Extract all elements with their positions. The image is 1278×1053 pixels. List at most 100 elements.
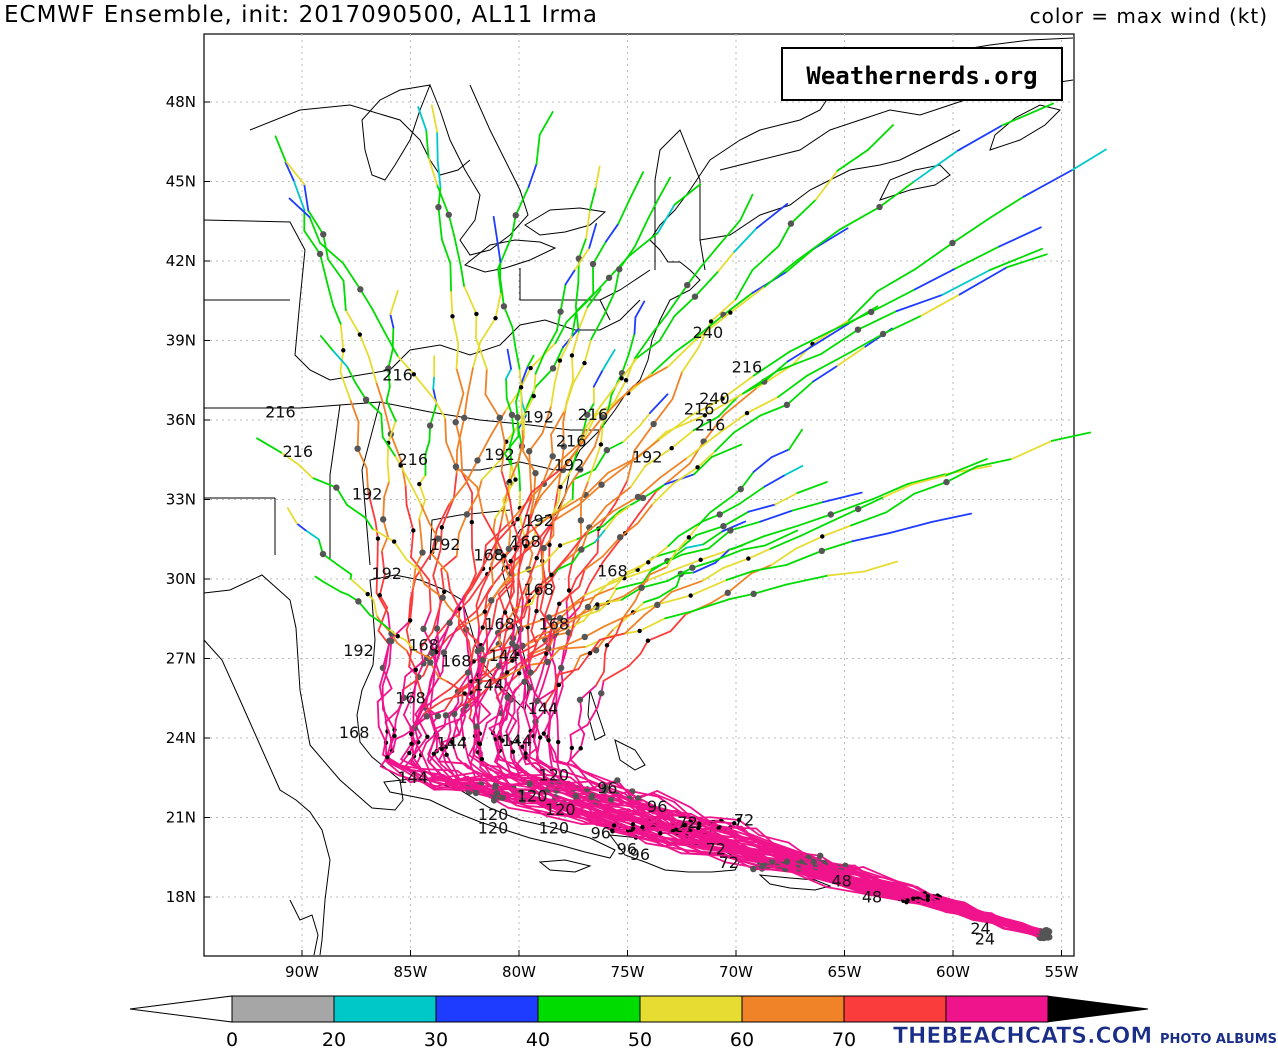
track-segment xyxy=(496,618,522,636)
track-point xyxy=(479,756,485,762)
track-segment xyxy=(632,601,645,614)
track-segment xyxy=(827,570,865,577)
track-segment xyxy=(986,913,1023,924)
track-segment xyxy=(430,104,439,133)
track-segment xyxy=(998,226,1042,248)
track-segment xyxy=(721,374,755,400)
track-segment xyxy=(455,532,460,558)
track-segment xyxy=(689,397,724,418)
track-segment xyxy=(496,239,502,263)
track-point xyxy=(619,376,624,381)
track-point xyxy=(409,731,414,737)
track-segment xyxy=(517,644,537,655)
track-segment xyxy=(936,908,973,913)
track-segment xyxy=(480,625,493,650)
track-segment xyxy=(379,765,400,777)
track-segment xyxy=(696,450,716,469)
track-segment xyxy=(747,503,777,513)
track-point xyxy=(737,485,744,493)
track-segment xyxy=(364,516,374,530)
track-segment xyxy=(759,509,794,523)
track-segment xyxy=(376,537,379,571)
track-segment xyxy=(614,782,640,800)
color-legend-caption: color = max wind (kt) xyxy=(1029,4,1268,28)
track-segment xyxy=(393,540,408,561)
track-point xyxy=(630,822,636,827)
track-segment xyxy=(505,367,512,380)
track-segment xyxy=(426,670,444,698)
track-segment xyxy=(685,849,726,855)
track-point xyxy=(630,826,636,831)
track-segment xyxy=(404,484,408,506)
track-segment xyxy=(514,343,521,370)
track-segment xyxy=(451,741,459,760)
track-segment xyxy=(448,716,452,732)
track-segment xyxy=(375,614,381,622)
track-segment xyxy=(504,391,520,412)
track-segment xyxy=(488,718,508,730)
track-point xyxy=(521,678,528,685)
track-segment xyxy=(387,348,394,370)
track-segment xyxy=(468,573,489,601)
track-segment xyxy=(563,382,575,413)
track-segment xyxy=(687,524,700,539)
track-segment xyxy=(812,860,851,875)
track-segment xyxy=(620,586,643,601)
track-segment xyxy=(377,606,389,632)
track-segment xyxy=(941,269,991,296)
track-segment xyxy=(914,242,954,271)
track-segment xyxy=(311,476,338,489)
track-segment xyxy=(752,456,773,473)
track-segment xyxy=(538,111,554,136)
track-segment xyxy=(632,827,668,845)
track-segment xyxy=(644,447,673,467)
track-segment xyxy=(1001,102,1054,127)
track-segment xyxy=(580,480,590,501)
track-segment xyxy=(389,313,395,329)
track-segment xyxy=(496,792,534,800)
track-segment xyxy=(521,650,548,663)
track-segment xyxy=(417,106,428,131)
track-segment xyxy=(388,640,393,666)
track-segment xyxy=(574,795,600,804)
track-segment xyxy=(652,312,669,333)
track-segment xyxy=(552,346,564,370)
track-segment xyxy=(499,276,505,308)
track-segment xyxy=(599,426,604,446)
track-point xyxy=(634,493,642,501)
track-segment xyxy=(689,579,728,597)
track-segment xyxy=(791,850,816,869)
forecast-hour-label: 192 xyxy=(343,641,374,660)
track-segment xyxy=(588,560,605,586)
track-segment xyxy=(729,285,766,314)
track-segment xyxy=(677,819,701,827)
track-point xyxy=(507,478,512,484)
track-segment xyxy=(322,580,342,593)
track-segment xyxy=(722,291,754,316)
track-segment xyxy=(829,498,875,516)
lat-tick-label: 45N xyxy=(166,173,196,191)
track-segment xyxy=(419,502,431,524)
track-point xyxy=(588,793,595,801)
colorbar-tick-label: 40 xyxy=(526,1029,550,1051)
track-segment xyxy=(796,481,828,494)
track-segment xyxy=(585,510,614,534)
track-segment xyxy=(411,734,423,748)
track-segment xyxy=(331,348,349,368)
track-segment xyxy=(466,366,475,398)
track-segment xyxy=(812,364,839,383)
credit-text: Weathernerds.org xyxy=(806,62,1037,90)
track-segment xyxy=(394,700,403,721)
track-segment xyxy=(534,520,555,545)
track-segment xyxy=(376,700,380,728)
track-segment xyxy=(622,424,642,443)
track-segment xyxy=(339,370,352,401)
track-segment xyxy=(702,413,725,443)
track-point xyxy=(479,656,486,664)
track-segment xyxy=(684,824,718,843)
track-segment xyxy=(473,693,481,721)
forecast-hour-label: 168 xyxy=(523,580,554,599)
track-segment xyxy=(509,560,515,583)
track-segment xyxy=(788,428,804,451)
track-segment xyxy=(440,763,460,781)
